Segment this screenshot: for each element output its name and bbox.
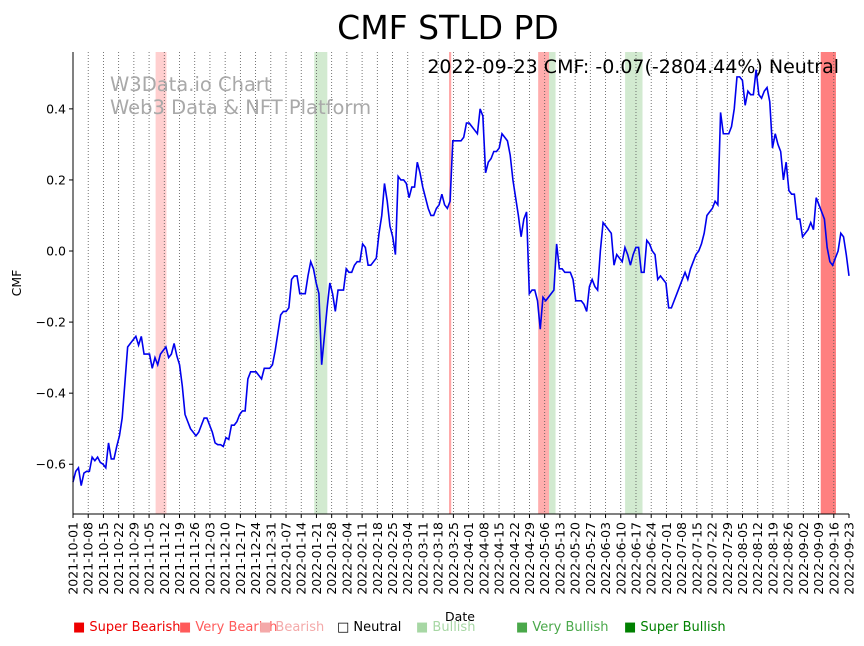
- legend-label: Very Bearish: [195, 620, 278, 635]
- chart-title: CMF STLD PD: [337, 8, 559, 47]
- band-bullish: [625, 52, 643, 514]
- x-tick-label: 2022-05-06: [537, 522, 552, 595]
- x-tick-label: 2022-08-12: [750, 522, 765, 595]
- legend-swatch-icon: ■: [73, 620, 90, 635]
- x-tick-label: 2021-10-01: [66, 522, 81, 595]
- x-tick-label: 2022-03-04: [400, 522, 415, 595]
- legend-item-super-bearish: ■ Super Bearish: [73, 620, 181, 635]
- y-axis-label: CMF: [9, 270, 24, 297]
- x-tick-label: 2022-04-01: [461, 522, 476, 595]
- x-tick-label: 2021-12-03: [202, 522, 217, 595]
- band-super-bearish: [820, 52, 836, 514]
- x-tick-label: 2022-02-11: [355, 522, 370, 595]
- legend-label: Bearish: [275, 620, 325, 635]
- x-tick-label: 2021-12-17: [233, 522, 248, 595]
- x-tick-label: 2022-07-22: [705, 522, 720, 595]
- band-very-bearish: [538, 52, 550, 514]
- x-tick-label: 2022-06-03: [598, 522, 613, 595]
- y-tick-label: 0.4: [46, 101, 66, 116]
- x-tick-label: 2022-08-05: [735, 522, 750, 595]
- legend-label: Neutral: [353, 620, 402, 635]
- legend-swatch-icon: ■: [624, 620, 641, 635]
- x-tick-label: 2021-12-24: [248, 522, 263, 595]
- legend-label: Super Bearish: [89, 620, 181, 635]
- x-tick-label: 2022-09-16: [826, 522, 841, 595]
- x-tick-label: 2022-01-07: [279, 522, 294, 595]
- legend-swatch-icon: □: [337, 620, 354, 635]
- signal-bands: [155, 52, 836, 514]
- x-tick-label: 2022-03-18: [431, 522, 446, 595]
- x-tick-label: 2022-08-26: [781, 522, 796, 595]
- legend-item-very-bullish: ■ Very Bullish: [516, 620, 608, 635]
- band-bearish: [155, 52, 167, 514]
- x-tick-label: 2022-05-13: [552, 522, 567, 595]
- legend-swatch-icon: ■: [179, 620, 196, 635]
- x-tick-label: 2022-04-15: [492, 522, 507, 595]
- legend-label: Bullish: [432, 620, 476, 635]
- legend-label: Very Bullish: [532, 620, 609, 635]
- legend-swatch-icon: ■: [516, 620, 533, 635]
- x-tick-label: 2022-01-21: [309, 522, 324, 595]
- watermark: W3Data.io Chart Web3 Data & NFT Platform: [110, 73, 371, 119]
- band-bullish: [549, 52, 556, 514]
- y-tick-label: −0.6: [36, 457, 66, 472]
- y-tick-label: −0.2: [36, 315, 66, 330]
- x-tick-label: 2022-04-08: [476, 522, 491, 595]
- x-tick-label: 2022-09-02: [796, 522, 811, 595]
- y-tick-label: 0.0: [46, 244, 66, 259]
- x-tick-label: 2022-05-27: [583, 522, 598, 595]
- x-tick-label: 2022-01-14: [294, 522, 309, 595]
- x-tick-label: 2022-06-24: [644, 522, 659, 595]
- x-tick-label: 2022-04-22: [507, 522, 522, 595]
- band-very-bearish: [449, 52, 452, 514]
- y-ticks: −0.6 −0.4 −0.2 0.0 0.2 0.4: [36, 101, 73, 472]
- legend-item-bearish: ■ Bearish: [259, 620, 324, 635]
- x-tick-label: 2021-10-29: [126, 522, 141, 595]
- x-tick-label: 2022-06-17: [628, 522, 643, 595]
- x-tick-label: 2021-10-08: [81, 522, 96, 595]
- cmf-series-line: [72, 69, 850, 486]
- x-tick-label: 2021-12-31: [263, 522, 278, 595]
- axes: [72, 52, 849, 515]
- x-tick-label: 2022-03-11: [415, 522, 430, 595]
- x-tick-label: 2022-09-09: [811, 522, 826, 595]
- x-tick-label: 2022-04-29: [522, 522, 537, 595]
- legend-item-super-bullish: ■ Super Bullish: [624, 620, 726, 635]
- x-tick-label: 2021-11-12: [157, 522, 172, 595]
- x-axis-label: Date: [445, 609, 475, 624]
- watermark-line-2: Web3 Data & NFT Platform: [110, 96, 371, 119]
- x-tick-label: 2021-12-10: [218, 522, 233, 595]
- x-tick-label: 2022-07-29: [720, 522, 735, 595]
- x-tick-label: 2022-07-01: [659, 522, 674, 595]
- x-tick-label: 2022-02-18: [370, 522, 385, 595]
- x-tick-label: 2022-03-25: [446, 522, 461, 595]
- x-tick-label: 2022-07-15: [689, 522, 704, 595]
- x-tick-label: 2021-10-22: [111, 522, 126, 595]
- x-tick-label: 2022-09-23: [842, 522, 857, 595]
- x-tick-label: 2022-05-20: [568, 522, 583, 595]
- x-tick-label: 2021-11-05: [142, 522, 157, 595]
- band-bullish: [314, 52, 328, 514]
- legend-item-bullish: ■ Bullish: [416, 620, 475, 635]
- x-tick-label: 2021-10-15: [96, 522, 111, 595]
- watermark-line-1: W3Data.io Chart: [110, 73, 272, 96]
- legend-swatch-icon: ■: [259, 620, 276, 635]
- legend-item-neutral: □ Neutral: [337, 620, 401, 635]
- legend-label: Super Bullish: [640, 620, 726, 635]
- x-tick-label: 2022-08-19: [765, 522, 780, 595]
- latest-value-annotation: 2022-09-23 CMF: -0.07(-2804.44%) Neutral: [427, 56, 839, 78]
- x-ticks: 2021-10-01 2021-10-08 2021-10-15 2021-10-22…: [66, 514, 857, 595]
- x-tick-label: 2022-06-10: [613, 522, 628, 595]
- x-tick-label: 2021-11-19: [172, 522, 187, 595]
- x-tick-label: 2022-02-04: [339, 522, 354, 595]
- legend-item-very-bearish: ■ Very Bearish: [179, 620, 277, 635]
- y-tick-label: 0.2: [46, 172, 66, 187]
- x-tick-label: 2022-01-28: [324, 522, 339, 595]
- x-tick-label: 2021-11-26: [187, 522, 202, 595]
- x-tick-label: 2022-07-08: [674, 522, 689, 595]
- legend-swatch-icon: ■: [416, 620, 433, 635]
- y-tick-label: −0.4: [36, 386, 66, 401]
- x-tick-label: 2022-02-25: [385, 522, 400, 595]
